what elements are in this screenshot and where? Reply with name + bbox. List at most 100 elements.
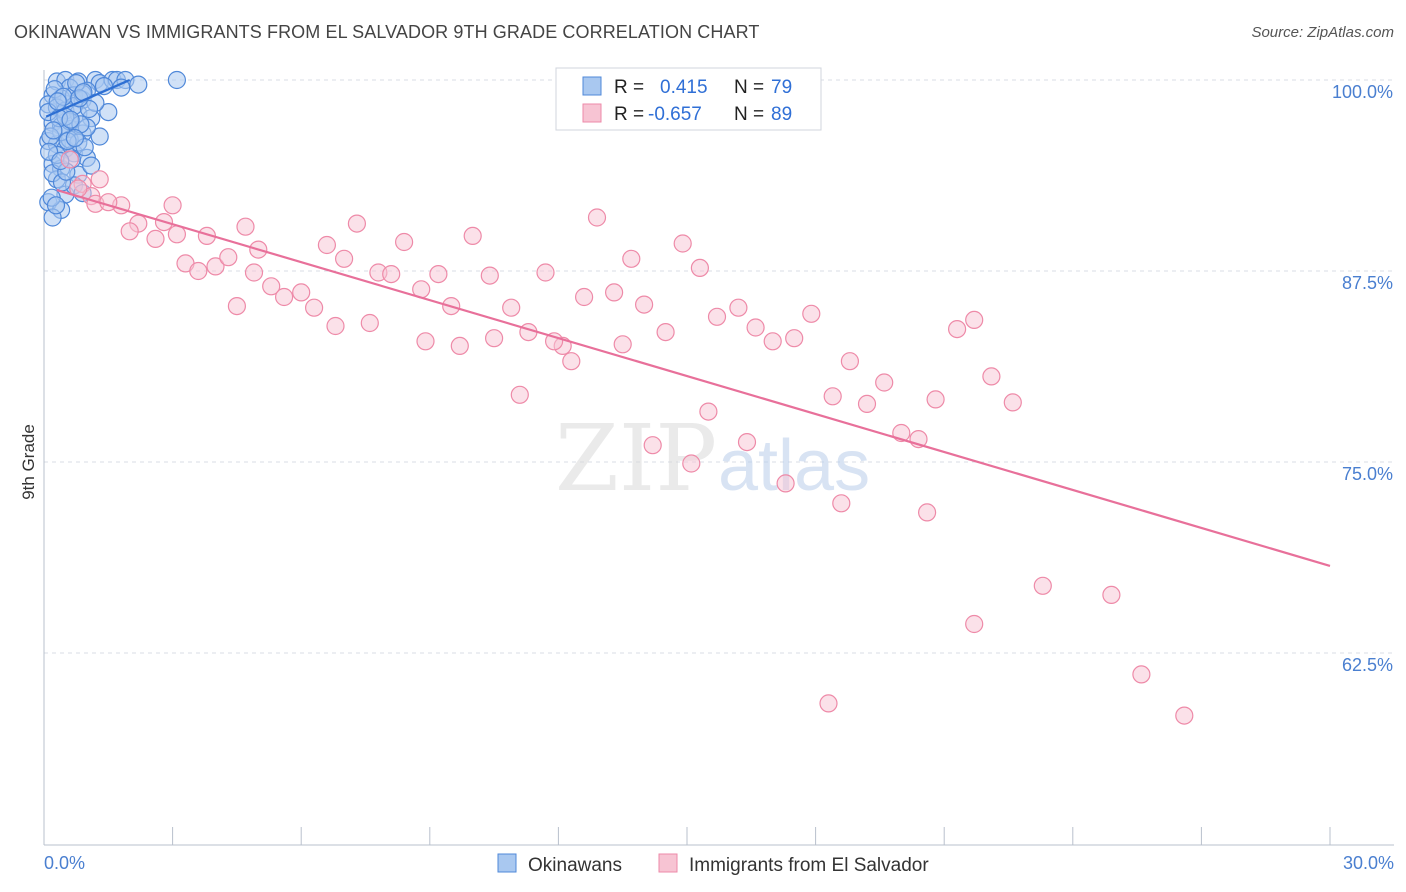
el-salvador-point-37 (604, 283, 624, 302)
el-salvador-point-31 (502, 298, 521, 317)
source-label: Source: ZipAtlas.com (1251, 24, 1394, 41)
okinawan-point-16 (129, 75, 148, 94)
el-salvador-point-25 (395, 232, 414, 252)
grid-lines (44, 79, 1394, 654)
legend-r-value-1: 0.415 (660, 77, 708, 98)
el-salvador-point-75 (832, 494, 851, 513)
el-salvador-point-30 (480, 266, 499, 285)
el-salvador-point-12 (206, 257, 225, 276)
el-salvador-point-87 (90, 170, 109, 189)
y-tick-label: 87.5% (1342, 273, 1393, 293)
legend-el-salvador-label: Immigrants from El Salvador (689, 855, 929, 876)
el-salvador-point-18 (292, 283, 311, 302)
el-salvador-point-71 (682, 454, 701, 473)
el-salvador-point-80 (819, 694, 838, 713)
legend-n-value-2: 89 (771, 104, 792, 125)
el-salvador-point-44 (729, 298, 748, 317)
el-salvador-point-22 (347, 214, 366, 233)
el-salvador-point-43 (707, 307, 727, 326)
x-tick-labels: 0.0% 30.0% (44, 853, 1394, 873)
el-salvador-point-62 (360, 313, 379, 333)
el-salvador-point-79 (1132, 665, 1151, 684)
el-salvador-point-78 (1102, 585, 1121, 605)
okinawan-point-77 (46, 196, 66, 215)
el-salvador-point-35 (574, 287, 594, 307)
okinawan-point-69 (48, 92, 67, 111)
el-salvador-point-42 (690, 258, 710, 277)
el-salvador-point-39 (634, 295, 654, 314)
el-salvador-point-14 (236, 217, 255, 236)
legend-r-label-1: R = (614, 77, 644, 98)
el-salvador-point-52 (875, 373, 894, 392)
legend-n-label-1: N = (734, 77, 764, 98)
el-salvador-point-70 (643, 436, 662, 455)
el-salvador-point-45 (746, 318, 765, 337)
okinawan-point-35 (99, 102, 118, 122)
el-salvador-point-41 (673, 234, 692, 253)
el-salvador-point-33 (536, 263, 555, 282)
el-salvador-point-57 (965, 310, 984, 329)
el-salvador-point-17 (275, 287, 294, 307)
el-salvador-point-49 (823, 387, 842, 406)
el-salvador-point-20 (317, 235, 336, 255)
el-salvador-point-15 (244, 263, 264, 282)
el-salvador-point-68 (562, 352, 581, 371)
el-salvador-point-6 (146, 229, 165, 248)
el-salvador-point-50 (840, 352, 860, 371)
el-salvador-point-55 (926, 390, 945, 409)
el-salvador-point-72 (699, 402, 718, 421)
legend-n-value-1: 79 (771, 77, 792, 98)
x-ticks (43, 827, 1331, 845)
el-salvador-point-58 (982, 367, 1001, 386)
y-tick-label: 100.0% (1332, 82, 1393, 102)
watermark: ZIP atlas (555, 405, 870, 512)
data-points (39, 70, 1194, 725)
okinawan-point-53 (82, 156, 101, 175)
el-salvador-point-0 (60, 150, 79, 169)
el-salvador-point-88 (1003, 393, 1022, 412)
legend-okinawans-label: Okinawans (528, 855, 622, 876)
el-salvador-point-82 (1033, 576, 1052, 595)
stats-legend: R = 0.415 N = 79 R = -0.657 N = 89 (555, 67, 822, 131)
el-salvador-point-84 (120, 222, 139, 241)
trend-lines (45, 78, 1331, 567)
el-salvador-point-38 (622, 249, 641, 268)
el-salvador-point-61 (326, 316, 345, 336)
el-salvador-point-19 (305, 298, 324, 317)
legend-n-label-2: N = (734, 104, 764, 125)
el-salvador-point-29 (463, 226, 482, 245)
y-tick-label: 75.0% (1342, 464, 1393, 484)
el-salvador-point-76 (917, 503, 937, 522)
y-axis-label: 9th Grade (19, 424, 38, 500)
legend-r-value-2: -0.657 (648, 104, 702, 125)
el-salvador-point-81 (1175, 706, 1194, 725)
el-salvador-point-69 (613, 335, 632, 354)
okinawan-trend-line (45, 78, 131, 118)
el-salvador-point-73 (737, 433, 757, 452)
el-salvador-point-59 (163, 196, 182, 215)
el-salvador-point-85 (99, 193, 118, 212)
el-salvador-point-40 (656, 323, 675, 342)
okinawan-point-68 (44, 121, 63, 140)
el-salvador-point-64 (450, 336, 469, 355)
x-tick-label: 0.0% (44, 853, 85, 873)
okinawan-point-17 (167, 70, 186, 90)
legend-pink-swatch (582, 103, 602, 123)
el-salvador-point-48 (802, 304, 821, 323)
chart-title: OKINAWAN VS IMMIGRANTS FROM EL SALVADOR … (14, 22, 760, 42)
okinawan-point-72 (61, 110, 80, 129)
el-salvador-point-77 (965, 614, 984, 634)
el-salvador-point-51 (857, 394, 877, 413)
legend-blue-swatch (582, 76, 602, 96)
okinawan-point-73 (65, 129, 85, 148)
y-tick-label: 62.5% (1342, 655, 1393, 675)
series-legend: Okinawans Immigrants from El Salvador (497, 853, 929, 876)
okinawan-point-27 (90, 127, 109, 146)
el-salvador-point-24 (382, 265, 401, 284)
el-salvador-point-10 (189, 261, 208, 281)
el-salvador-point-56 (947, 320, 967, 339)
legend-okinawans-swatch (497, 853, 517, 873)
el-salvador-trend-line (56, 188, 1331, 567)
el-salvador-point-21 (335, 249, 354, 268)
